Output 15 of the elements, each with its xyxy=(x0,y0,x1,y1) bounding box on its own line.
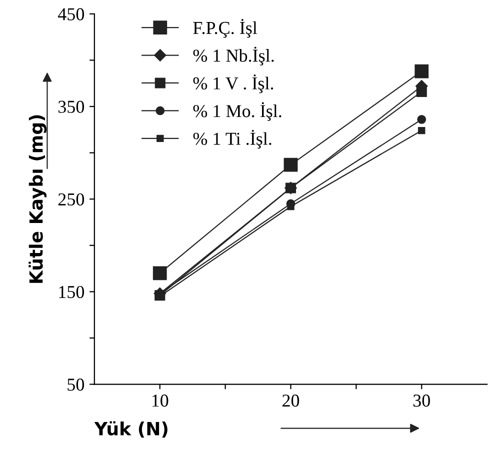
legend-label: % 1 V . İşl. xyxy=(193,74,274,94)
legend-label: % 1 Nb.İşl. xyxy=(193,46,274,66)
y-tick-label: 450 xyxy=(58,8,84,20)
x-tick-label: 20 xyxy=(282,394,300,407)
legend-label: % 1 Mo. İşl. xyxy=(193,102,282,121)
x-tick-label: 30 xyxy=(413,394,430,407)
y-tick-label: 50 xyxy=(68,378,84,391)
y-tick-label: 250 xyxy=(58,193,84,206)
y-tick-label: 150 xyxy=(59,286,84,298)
legend-label: % 1 Ti .İşl. xyxy=(193,130,272,149)
legend-label: F.P.Ç. İşl xyxy=(193,19,258,38)
x-tick-label: 10 xyxy=(152,394,168,407)
y-tick-label: 350 xyxy=(58,100,84,113)
x-axis-title: Yük (N) xyxy=(94,421,168,438)
y-axis-title: Kütle Kaybı (mg) xyxy=(28,115,47,283)
